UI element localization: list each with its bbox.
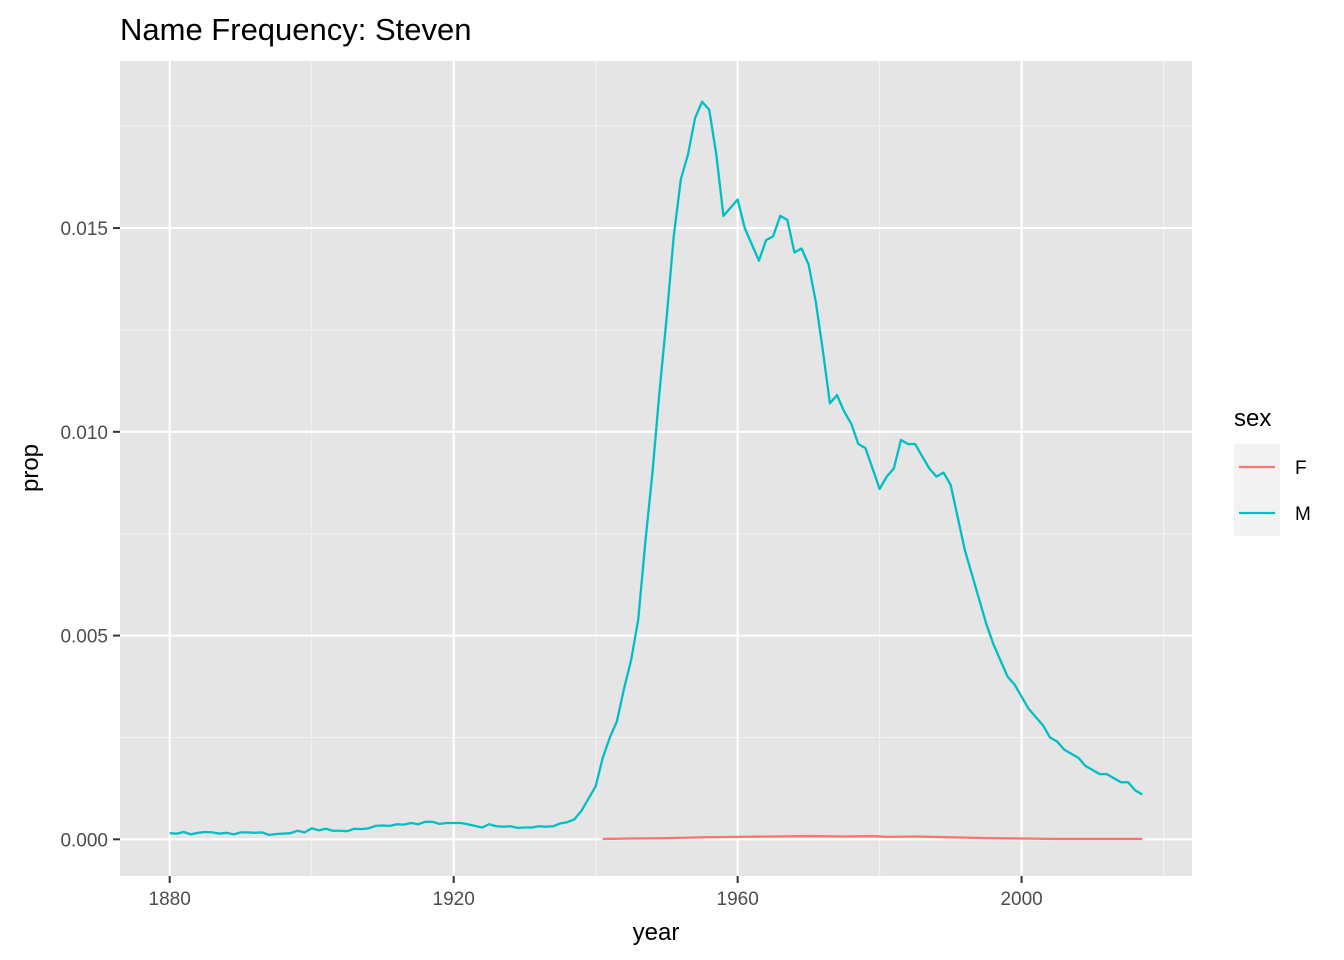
legend-label-m: M [1295, 504, 1311, 525]
minor-gridlines [120, 61, 1192, 876]
y-tick-label: 0.010 [60, 423, 108, 444]
y-tick-label: 0.015 [60, 219, 108, 240]
series-line-f [602, 834, 1143, 841]
y-tick-label: 0.005 [60, 627, 108, 648]
x-axis-title: year [633, 919, 680, 946]
legend: sex F M [1234, 405, 1311, 536]
x-tick-label: 2000 [1000, 889, 1042, 910]
chart-title: Name Frequency: Steven [120, 12, 472, 47]
x-tick-label: 1880 [149, 889, 191, 910]
series-layer [169, 100, 1143, 841]
x-tick-label: 1920 [433, 889, 475, 910]
y-axis-title: prop [17, 444, 44, 492]
x-tick-label: 1960 [717, 889, 759, 910]
legend-label-f: F [1295, 458, 1307, 479]
series-line-m [169, 100, 1143, 836]
axis-ticks: 1880 1920 1960 2000 0.000 0.005 0.010 0.015 [60, 219, 1042, 910]
y-tick-label: 0.000 [60, 830, 108, 851]
plot-panel [120, 61, 1192, 876]
legend-title: sex [1234, 405, 1271, 432]
